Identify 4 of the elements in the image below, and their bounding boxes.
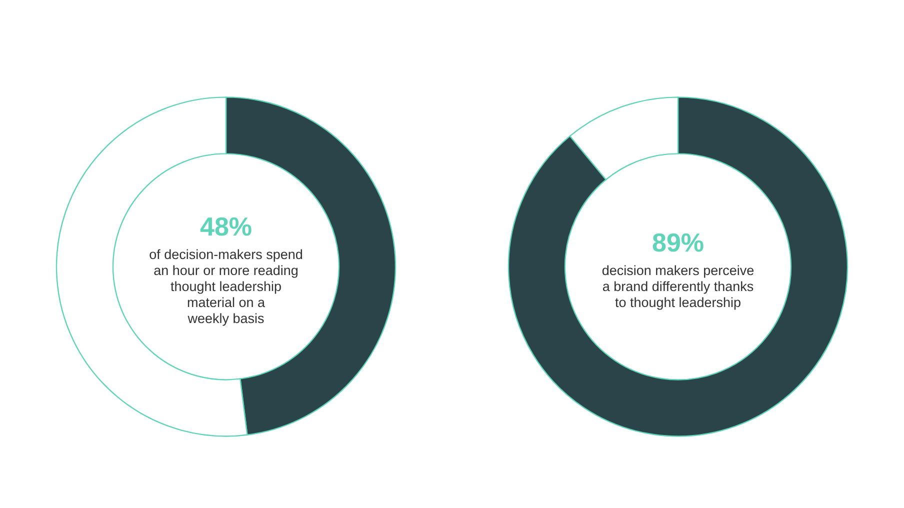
text: decision makers perceive a brand differently thanks to thought leadership [602,263,754,310]
text: of decision-makers spend an hour or more reading thought leadership material on a weekly basis [149,247,303,326]
data-label: 48% [200,212,252,242]
data-label: 89% [652,228,704,258]
